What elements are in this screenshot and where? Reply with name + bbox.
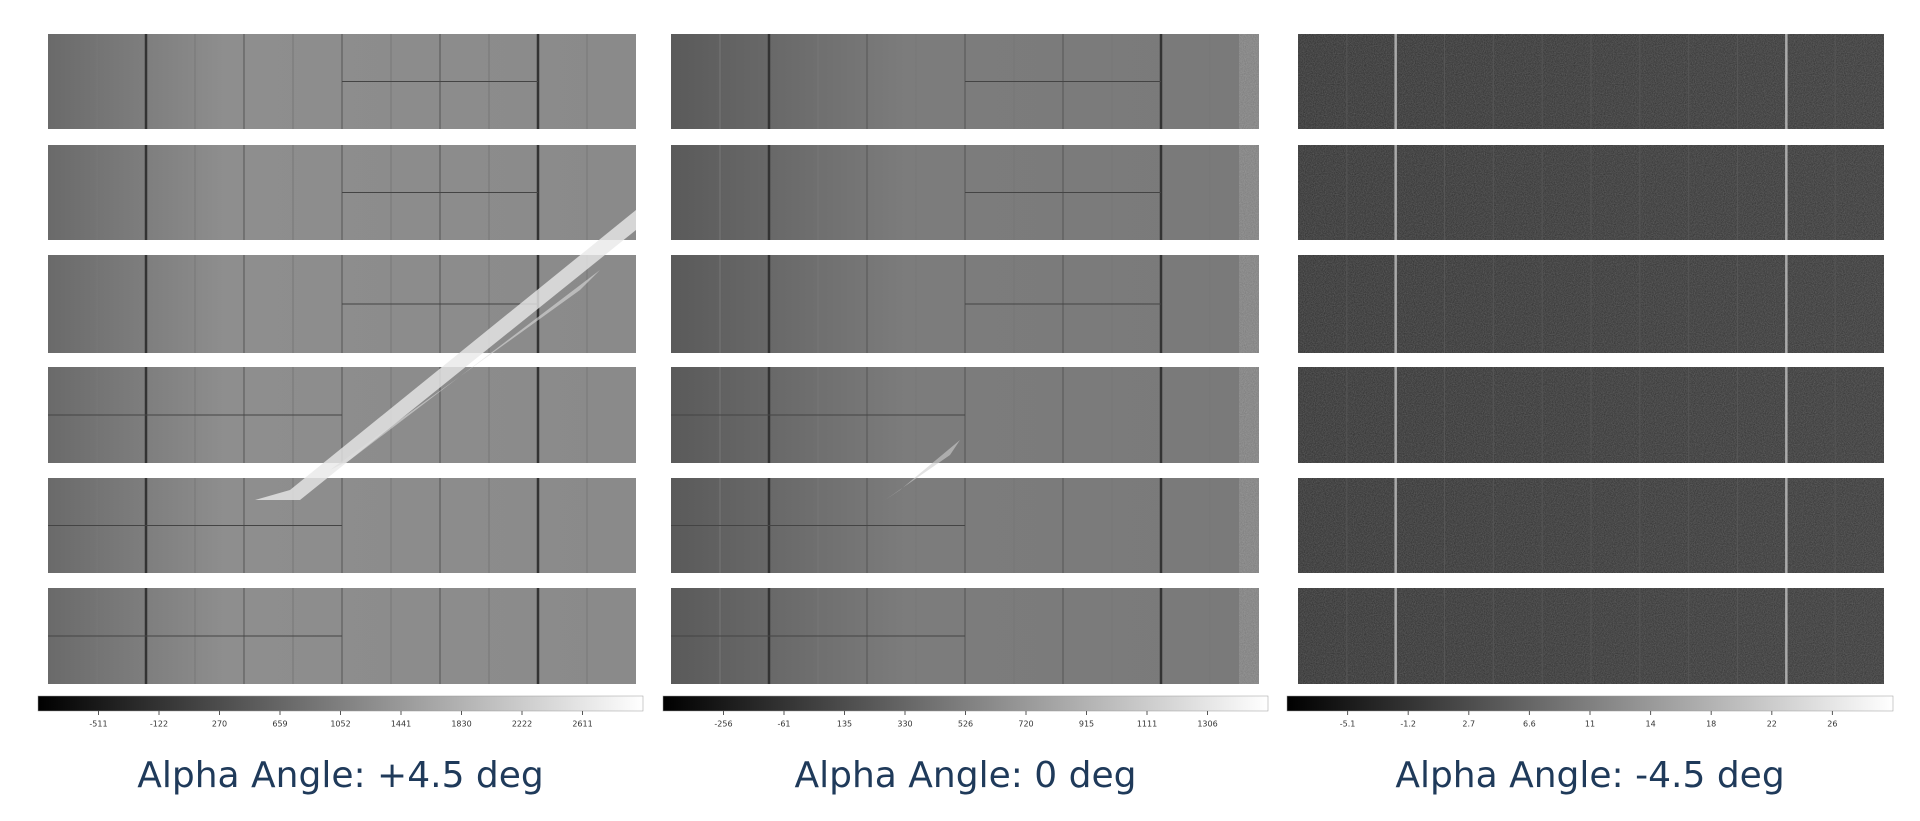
detector-panel: [1298, 34, 1884, 684]
colorbar-tick-label: 135: [837, 720, 852, 729]
colorbar-tick-label: 330: [897, 720, 912, 729]
colorbar-tick-label: 1830: [451, 720, 471, 729]
panel-caption: Alpha Angle: 0 deg: [794, 755, 1136, 796]
colorbar-tick-label: 720: [1018, 720, 1033, 729]
colorbar-tick-label: 1052: [330, 720, 350, 729]
colorbar: [1286, 695, 1894, 712]
colorbar-tick-label: -511: [89, 720, 107, 729]
colorbar-tick-label: 18: [1706, 720, 1716, 729]
colorbar-tick-label: 1111: [1137, 720, 1157, 729]
colorbar-tick-label: 915: [1079, 720, 1094, 729]
colorbar-tick-label: 526: [958, 720, 973, 729]
panel-caption: Alpha Angle: +4.5 deg: [137, 755, 544, 796]
detector-panel: [48, 34, 636, 684]
colorbar-tick-label: 2.7: [1462, 720, 1475, 729]
colorbar-tick-label: -256: [714, 720, 732, 729]
colorbar-tick-label: 270: [212, 720, 227, 729]
detector-panel: [671, 34, 1259, 684]
colorbar-tick-label: 11: [1585, 720, 1595, 729]
colorbar-tick-label: 2222: [512, 720, 532, 729]
colorbar: [662, 695, 1269, 712]
colorbar-tick-label: 14: [1646, 720, 1656, 729]
colorbar-tick-label: -1.2: [1400, 720, 1416, 729]
colorbar-tick-label: 659: [272, 720, 287, 729]
panel-caption: Alpha Angle: -4.5 deg: [1395, 755, 1784, 796]
colorbar-tick-label: 6.6: [1523, 720, 1536, 729]
colorbar-tick-label: 26: [1827, 720, 1837, 729]
colorbar-tick-label: -5.1: [1340, 720, 1356, 729]
colorbar-tick-label: 2611: [572, 720, 592, 729]
colorbar: [37, 695, 644, 712]
colorbar-tick-label: 22: [1767, 720, 1777, 729]
colorbar-tick-label: -61: [777, 720, 790, 729]
colorbar-tick-label: -122: [150, 720, 168, 729]
colorbar-tick-label: 1306: [1197, 720, 1217, 729]
colorbar-tick-label: 1441: [391, 720, 411, 729]
